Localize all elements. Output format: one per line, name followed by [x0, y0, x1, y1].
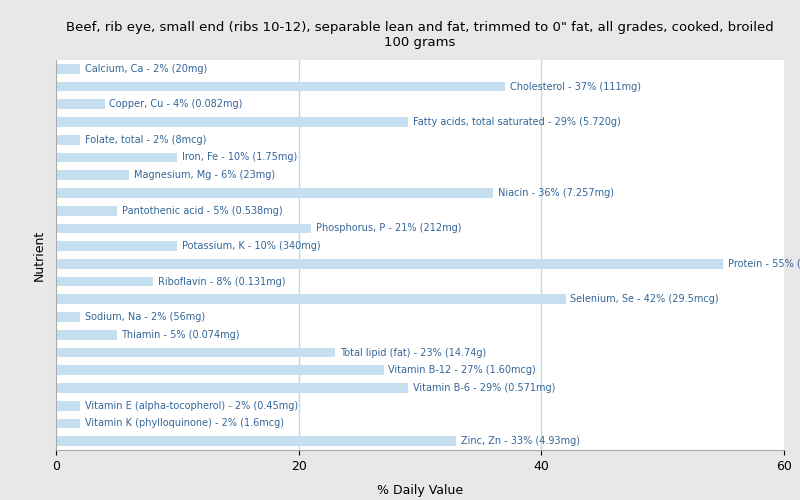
Text: Total lipid (fat) - 23% (14.74g): Total lipid (fat) - 23% (14.74g)	[340, 348, 486, 358]
Text: Calcium, Ca - 2% (20mg): Calcium, Ca - 2% (20mg)	[85, 64, 207, 74]
Text: Sodium, Na - 2% (56mg): Sodium, Na - 2% (56mg)	[85, 312, 206, 322]
Bar	[56, 401, 80, 410]
Text: Vitamin B-6 - 29% (0.571mg): Vitamin B-6 - 29% (0.571mg)	[413, 383, 555, 393]
Text: Niacin - 36% (7.257mg): Niacin - 36% (7.257mg)	[498, 188, 614, 198]
Text: Phosphorus, P - 21% (212mg): Phosphorus, P - 21% (212mg)	[316, 224, 461, 234]
X-axis label: % Daily Value: % Daily Value	[377, 484, 463, 497]
Bar	[56, 418, 80, 428]
Bar	[56, 117, 408, 127]
Bar	[56, 312, 80, 322]
Text: Copper, Cu - 4% (0.082mg): Copper, Cu - 4% (0.082mg)	[110, 100, 242, 110]
Bar	[56, 224, 310, 234]
Bar	[56, 206, 117, 216]
Bar	[56, 348, 335, 358]
Text: Magnesium, Mg - 6% (23mg): Magnesium, Mg - 6% (23mg)	[134, 170, 274, 180]
Text: Cholesterol - 37% (111mg): Cholesterol - 37% (111mg)	[510, 82, 641, 92]
Bar	[56, 259, 723, 268]
Text: Folate, total - 2% (8mcg): Folate, total - 2% (8mcg)	[85, 135, 206, 145]
Title: Beef, rib eye, small end (ribs 10-12), separable lean and fat, trimmed to 0" fat: Beef, rib eye, small end (ribs 10-12), s…	[66, 21, 774, 49]
Text: Pantothenic acid - 5% (0.538mg): Pantothenic acid - 5% (0.538mg)	[122, 206, 282, 216]
Text: Thiamin - 5% (0.074mg): Thiamin - 5% (0.074mg)	[122, 330, 240, 340]
Bar	[56, 276, 153, 286]
Bar	[56, 170, 129, 180]
Y-axis label: Nutrient: Nutrient	[33, 230, 46, 280]
Text: Vitamin K (phylloquinone) - 2% (1.6mcg): Vitamin K (phylloquinone) - 2% (1.6mcg)	[85, 418, 284, 428]
Text: Selenium, Se - 42% (29.5mcg): Selenium, Se - 42% (29.5mcg)	[570, 294, 719, 304]
Bar	[56, 188, 493, 198]
Text: Vitamin E (alpha-tocopherol) - 2% (0.45mg): Vitamin E (alpha-tocopherol) - 2% (0.45m…	[85, 400, 298, 410]
Text: Potassium, K - 10% (340mg): Potassium, K - 10% (340mg)	[182, 241, 321, 251]
Text: Zinc, Zn - 33% (4.93mg): Zinc, Zn - 33% (4.93mg)	[462, 436, 580, 446]
Bar	[56, 330, 117, 340]
Text: Vitamin B-12 - 27% (1.60mcg): Vitamin B-12 - 27% (1.60mcg)	[389, 365, 536, 375]
Text: Fatty acids, total saturated - 29% (5.720g): Fatty acids, total saturated - 29% (5.72…	[413, 117, 621, 127]
Text: Iron, Fe - 10% (1.75mg): Iron, Fe - 10% (1.75mg)	[182, 152, 298, 162]
Bar	[56, 242, 178, 251]
Text: Riboflavin - 8% (0.131mg): Riboflavin - 8% (0.131mg)	[158, 276, 286, 286]
Bar	[56, 294, 566, 304]
Bar	[56, 152, 178, 162]
Bar	[56, 383, 408, 393]
Bar	[56, 82, 505, 92]
Bar	[56, 135, 80, 144]
Text: Protein - 55% (27.27g): Protein - 55% (27.27g)	[728, 259, 800, 269]
Bar	[56, 366, 384, 375]
Bar	[56, 100, 105, 109]
Bar	[56, 64, 80, 74]
Bar	[56, 436, 456, 446]
